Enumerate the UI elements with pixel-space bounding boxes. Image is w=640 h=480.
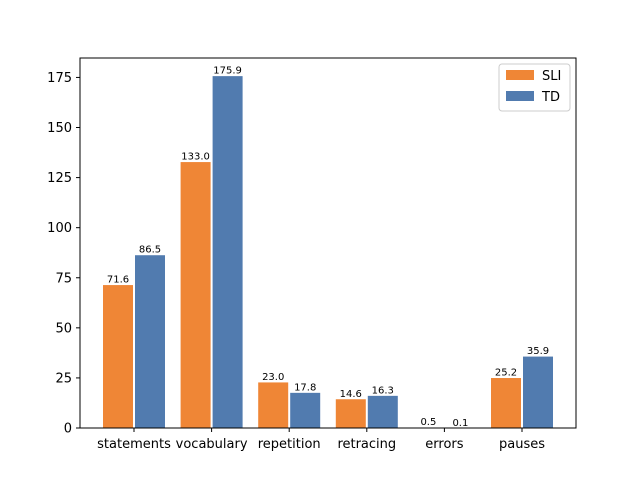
bars-layer <box>102 75 554 429</box>
data-label-sli-vocabulary: 133.0 <box>181 152 210 163</box>
data-label-td-vocabulary: 175.9 <box>213 66 242 77</box>
y-tick-label-75: 75 <box>55 271 72 286</box>
data-label-td-statements: 86.5 <box>139 245 161 256</box>
y-tick-label-150: 150 <box>47 121 72 136</box>
x-tick-label-pauses: pauses <box>499 437 545 452</box>
bar-td-retracing <box>366 394 399 429</box>
data-label-td-repetition: 17.8 <box>294 382 316 393</box>
bar-td-statements <box>134 254 166 429</box>
x-tick-label-repetition: repetition <box>258 437 321 452</box>
plot-frame <box>79 57 577 429</box>
legend-swatch-td <box>506 91 534 101</box>
y-tick-label-25: 25 <box>55 371 72 386</box>
y-tick-label-175: 175 <box>47 71 72 86</box>
bar-sli-pauses <box>490 377 522 429</box>
bar-sli-retracing <box>334 398 367 429</box>
x-tick-label-retracing: retracing <box>337 437 396 452</box>
data-label-sli-pauses: 25.2 <box>495 368 517 379</box>
legend: SLI TD <box>498 63 571 112</box>
bar-td-repetition <box>289 391 322 429</box>
axes-layer <box>79 57 577 429</box>
bar-sli-repetition <box>257 381 290 429</box>
y-tick-label-50: 50 <box>55 321 72 336</box>
y-axis-ticks: 0 25 50 75 100 125 150 175 <box>47 71 80 437</box>
bar-sli-statements <box>102 284 134 429</box>
legend-swatch-sli <box>506 70 534 80</box>
data-label-sli-retracing: 14.6 <box>340 389 362 400</box>
y-tick-label-0: 0 <box>64 422 72 437</box>
bar-sli-vocabulary <box>179 161 212 429</box>
data-label-td-errors: 0.1 <box>452 418 468 429</box>
data-labels-layer: 71.6 86.5 133.0 175.9 23.0 17.8 14.6 16.3 0.5 0.1… <box>107 66 549 429</box>
data-label-sli-repetition: 23.0 <box>262 372 284 383</box>
data-label-td-pauses: 35.9 <box>527 346 549 357</box>
y-tick-label-100: 100 <box>47 221 72 236</box>
x-axis-ticks: statements vocabulary repetition retracing e… <box>97 428 545 452</box>
x-tick-label-errors: errors <box>425 437 463 452</box>
data-label-sli-errors: 0.5 <box>420 417 436 428</box>
bar-td-vocabulary <box>211 75 244 429</box>
data-label-sli-statements: 71.6 <box>107 275 129 286</box>
legend-label-sli: SLI <box>542 69 561 84</box>
data-label-td-retracing: 16.3 <box>372 385 394 396</box>
x-tick-label-vocabulary: vocabulary <box>176 437 248 452</box>
bar-td-pauses <box>522 355 554 429</box>
x-tick-label-statements: statements <box>97 437 171 452</box>
legend-label-td: TD <box>541 90 560 105</box>
y-tick-label-125: 125 <box>47 171 72 186</box>
